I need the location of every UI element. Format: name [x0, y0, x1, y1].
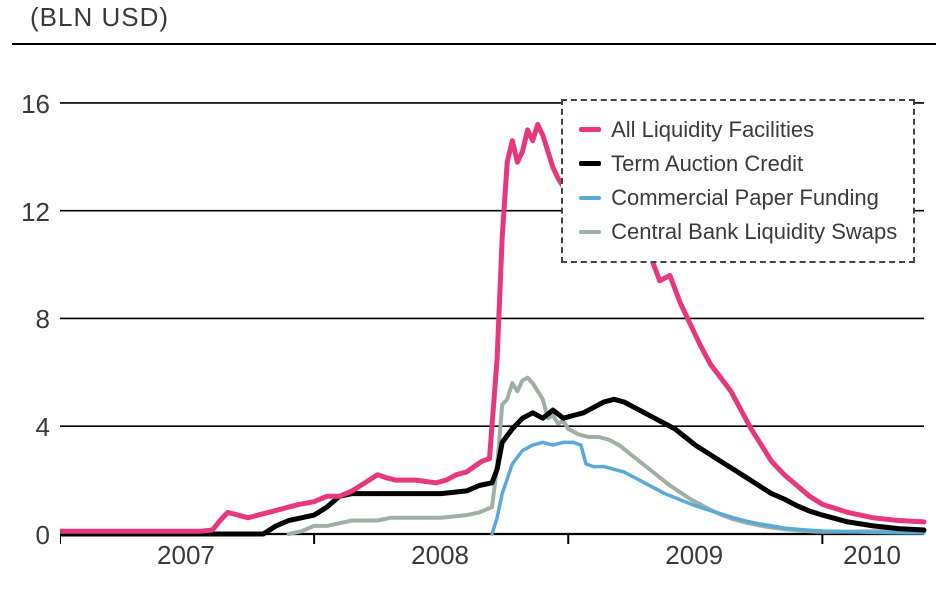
x-tick-label: 2008: [411, 540, 469, 571]
legend-label: Central Bank Liquidity Swaps: [611, 219, 897, 245]
y-tick-label: 4: [0, 412, 50, 443]
legend: All Liquidity Facilities Term Auction Cre…: [561, 99, 915, 263]
legend-label: Term Auction Credit: [611, 151, 803, 177]
y-tick-label: 8: [0, 304, 50, 335]
legend-swatch: [579, 196, 601, 200]
legend-label: Commercial Paper Funding: [611, 185, 879, 211]
x-tick-label: 2007: [157, 540, 215, 571]
x-tick-label: 2009: [665, 540, 723, 571]
legend-swatch: [579, 230, 601, 234]
x-tick-label: 2010: [843, 540, 901, 571]
legend-item: Central Bank Liquidity Swaps: [579, 215, 897, 249]
legend-item: All Liquidity Facilities: [579, 113, 897, 147]
legend-swatch: [579, 161, 601, 166]
subtitle: (BLN USD): [0, 0, 948, 43]
y-tick-label: 12: [0, 197, 50, 228]
legend-item: Term Auction Credit: [579, 147, 897, 181]
legend-item: Commercial Paper Funding: [579, 181, 897, 215]
y-tick-label: 0: [0, 520, 50, 551]
legend-label: All Liquidity Facilities: [611, 117, 814, 143]
legend-swatch: [579, 127, 601, 132]
y-tick-label: 16: [0, 89, 50, 120]
title-divider: [12, 43, 936, 45]
